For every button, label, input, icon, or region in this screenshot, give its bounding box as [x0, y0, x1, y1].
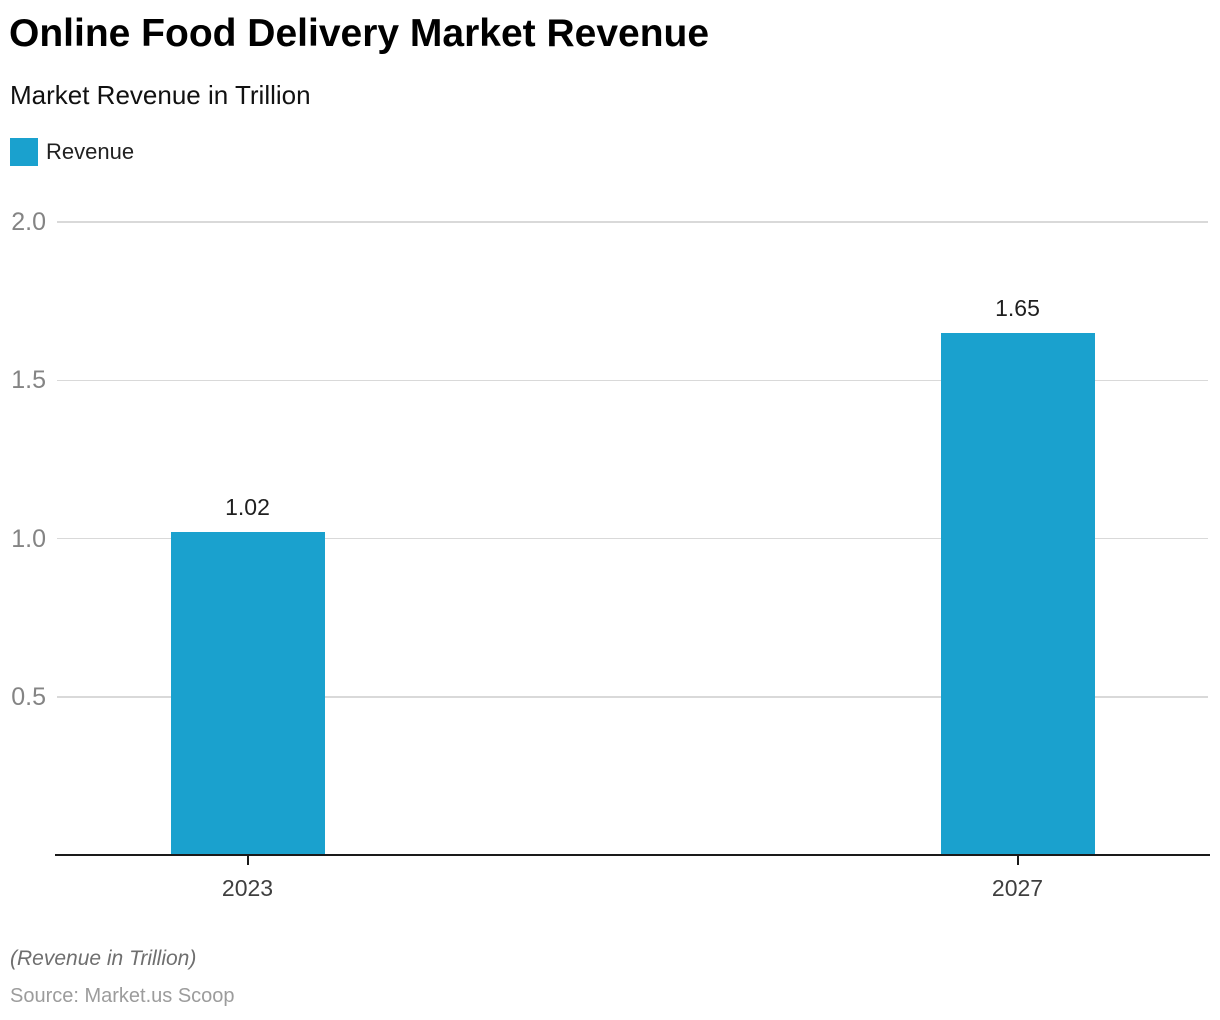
- bar-2027: [940, 332, 1095, 855]
- legend-swatch-revenue: [10, 138, 38, 166]
- legend-label-revenue: Revenue: [46, 139, 135, 164]
- gridline: [57, 696, 1208, 698]
- y-tick-label: 0.5: [11, 682, 46, 711]
- x-tick-label-2023: 2023: [221, 875, 274, 901]
- x-axis-line: [55, 853, 1210, 857]
- x-tick-label-2027: 2027: [991, 875, 1044, 901]
- chart-subtitle: Market Revenue in Trillion: [10, 80, 311, 110]
- legend: Revenue: [10, 138, 134, 166]
- gridline: [57, 221, 1208, 223]
- chart-title: Online Food Delivery Market Revenue: [9, 12, 710, 55]
- y-tick-label: 1.0: [11, 524, 46, 553]
- bar-value-label-2023: 1.02: [225, 494, 270, 521]
- x-axis-tick-2023: [246, 855, 249, 865]
- gridline: [57, 379, 1208, 381]
- gridline: [57, 537, 1208, 540]
- bar-2023: [170, 532, 325, 855]
- x-axis-tick-2027: [1016, 855, 1019, 865]
- bar-value-label-2027: 1.65: [995, 294, 1040, 321]
- unit-note: (Revenue in Trillion): [10, 947, 197, 970]
- source-note: Source: Market.us Scoop: [10, 985, 235, 1007]
- y-tick-label: 1.5: [11, 366, 46, 395]
- y-tick-label: 2.0: [11, 208, 46, 236]
